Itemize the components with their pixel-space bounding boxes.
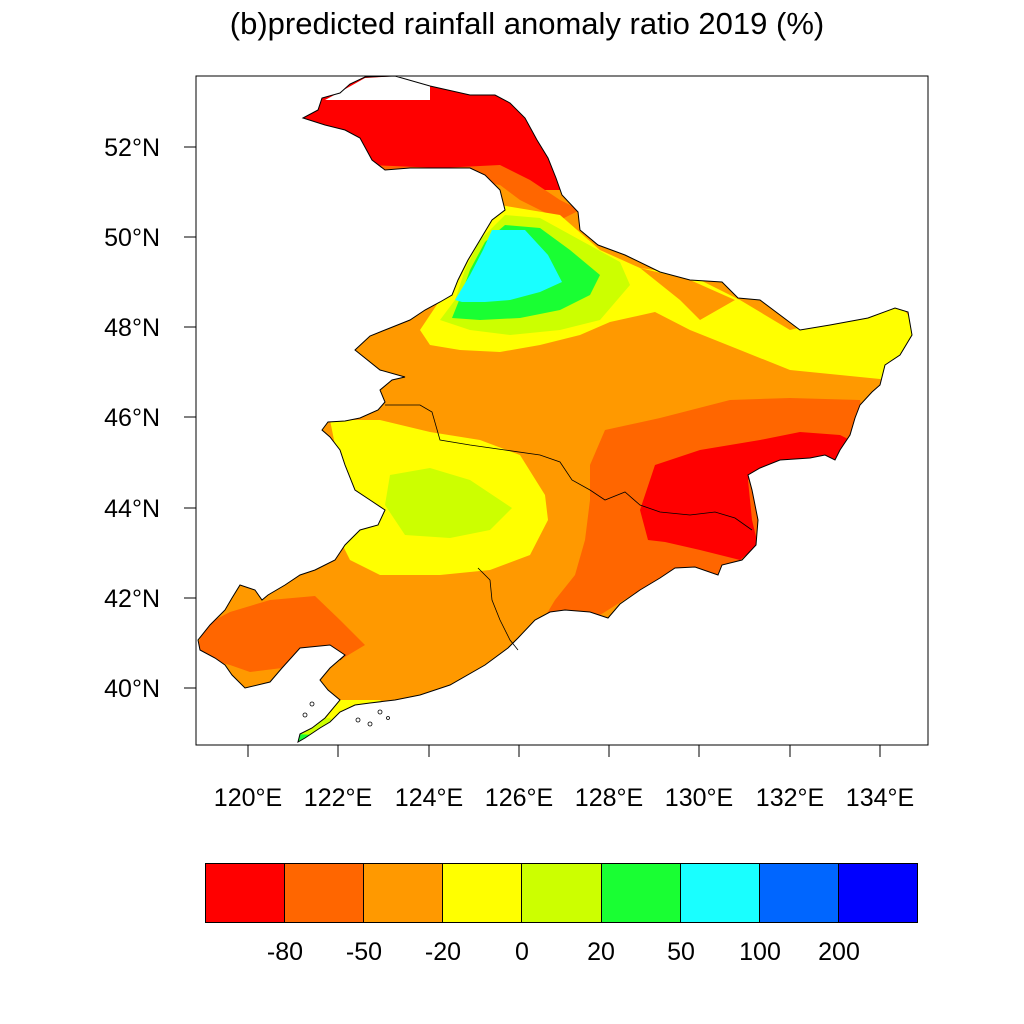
color-bar (205, 863, 918, 923)
color-bar-box (206, 864, 285, 922)
y-tick-label: 52°N (104, 134, 160, 162)
y-tick-label: 40°N (104, 675, 160, 703)
rainfall-anomaly-map: 120°E 122°E 124°E 126°E 128°E 130°E 132°… (0, 0, 1024, 830)
x-tick-label: 132°E (756, 784, 824, 812)
color-bar-box (839, 864, 917, 922)
color-bar-label: -80 (267, 937, 303, 967)
x-tick-label: 122°E (304, 784, 372, 812)
x-tick-label: 120°E (214, 784, 282, 812)
color-bar-box (364, 864, 443, 922)
color-bar-label: 200 (818, 937, 860, 967)
x-tick-label: 128°E (575, 784, 643, 812)
y-tick-label: 48°N (104, 314, 160, 342)
color-bar-label: 0 (515, 937, 529, 967)
color-bar-box (760, 864, 839, 922)
y-tick-label: 50°N (104, 224, 160, 252)
y-tick-label: 44°N (104, 495, 160, 523)
y-tick-label: 46°N (104, 404, 160, 432)
x-tick-label: 126°E (485, 784, 553, 812)
y-tick-label: 42°N (104, 585, 160, 613)
color-bar-label: -50 (346, 937, 382, 967)
color-bar-box (443, 864, 522, 922)
color-bar-label: 50 (667, 937, 695, 967)
color-bar-box (602, 864, 681, 922)
x-tick-label: 134°E (846, 784, 914, 812)
color-bar-box (681, 864, 760, 922)
color-bar-label: -20 (425, 937, 461, 967)
color-bar-box (285, 864, 364, 922)
color-bar-label: 20 (587, 937, 615, 967)
color-bar-label: 100 (739, 937, 781, 967)
x-tick-labels: 120°E 122°E 124°E 126°E 128°E 130°E 132°… (214, 784, 914, 812)
x-tick-label: 130°E (665, 784, 733, 812)
color-bar-box (522, 864, 601, 922)
y-tick-labels: 52°N 50°N 48°N 46°N 44°N 42°N 40°N (104, 134, 160, 703)
x-tick-label: 124°E (395, 784, 463, 812)
